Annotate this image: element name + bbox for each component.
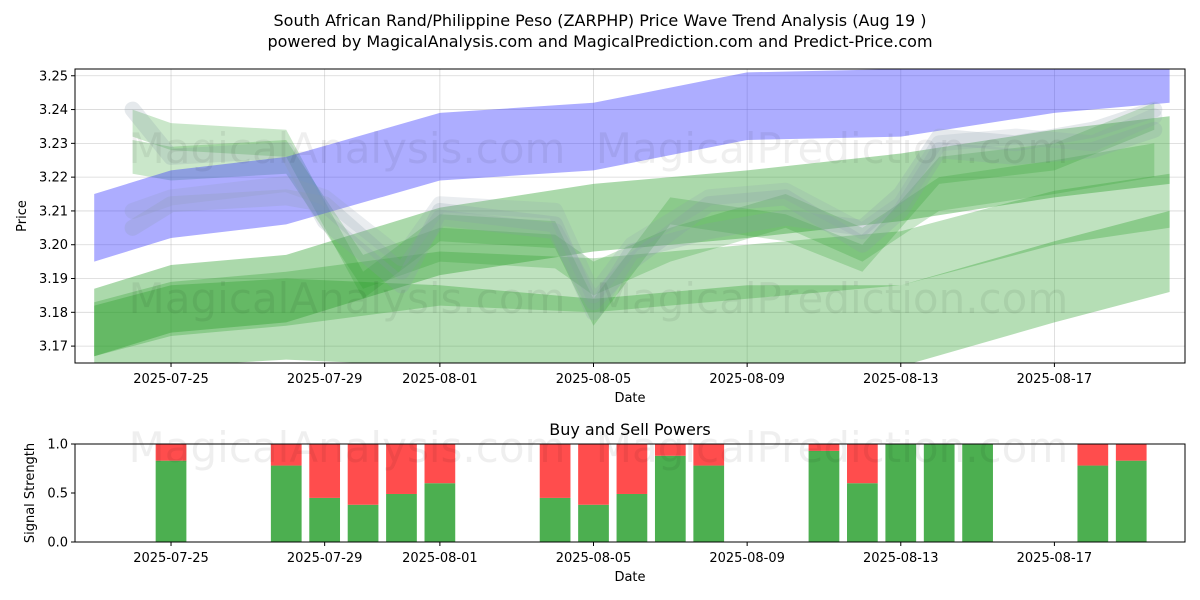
green-wave-band <box>94 173 1170 357</box>
price-y-ticks: 3.17 3.18 3.19 3.20 3.21 3.22 3.23 3.24 3.25 <box>39 69 75 355</box>
signal-y-tick-label: 0.0 <box>47 536 68 551</box>
price-x-tick-label: 2025-08-01 <box>402 372 478 387</box>
buy-power-bar <box>1077 465 1109 542</box>
price-x-label: Date <box>614 391 645 406</box>
buy-power-bar <box>616 493 648 542</box>
price-y-tick-label: 3.21 <box>39 204 68 219</box>
buy-power-bar <box>539 497 571 542</box>
sell-power-bar <box>386 444 417 494</box>
buy-power-bar <box>808 450 840 542</box>
signal-y-tick-label: 0.5 <box>47 487 68 502</box>
signal-title: Buy and Sell Powers <box>549 420 711 439</box>
price-grid <box>75 69 1185 363</box>
price-x-tick-label: 2025-08-17 <box>1017 372 1093 387</box>
price-x-tick-label: 2025-07-29 <box>287 372 363 387</box>
sell-power-bar <box>155 444 187 461</box>
buy-power-bar <box>654 455 686 542</box>
signal-x-tick-label: 2025-08-01 <box>402 551 478 566</box>
buy-power-bar <box>386 493 417 542</box>
price-y-tick-label: 3.23 <box>39 137 68 152</box>
sell-power-bar <box>1115 444 1147 461</box>
sell-power-bar <box>616 444 648 494</box>
price-y-tick-label: 3.22 <box>39 171 68 186</box>
sell-power-bar <box>693 444 725 466</box>
buy-power-bar <box>424 483 456 542</box>
sell-power-bar <box>347 444 379 505</box>
chart-title-line1: South African Rand/Philippine Peso (ZARP… <box>274 11 927 30</box>
buy-power-bar <box>578 504 609 542</box>
sell-power-bar <box>424 444 456 484</box>
signal-panel: Buy and Sell Powers MagicalAnalysis.com … <box>23 420 1186 585</box>
watermark-mid-right: MagicalPrediction.com <box>596 274 1069 323</box>
green-wave-band <box>94 210 1170 363</box>
buy-power-bar <box>1115 460 1147 542</box>
signal-y-label: Signal Strength <box>23 443 38 543</box>
watermark-mid-left: MagicalAnalysis.com <box>129 274 566 323</box>
buy-power-bar <box>923 444 955 542</box>
gray-wave-line <box>124 121 1163 311</box>
buy-power-bar <box>155 460 187 542</box>
buy-power-bar <box>347 504 379 542</box>
price-y-tick-label: 3.24 <box>39 103 68 118</box>
price-y-tick-label: 3.25 <box>39 69 68 84</box>
price-y-tick-label: 3.18 <box>39 306 68 321</box>
sell-power-bar <box>1077 444 1109 466</box>
price-x-tick-label: 2025-07-25 <box>133 372 209 387</box>
buy-power-bar <box>693 465 725 542</box>
watermark-top-left: MagicalAnalysis.com <box>129 124 566 173</box>
green-wave-band <box>94 116 1170 357</box>
buy-power-bar <box>847 483 878 542</box>
signal-x-ticks: 2025-07-25 2025-07-29 2025-08-01 2025-08-05… <box>133 542 1092 566</box>
green-wave-band <box>132 102 1155 326</box>
price-y-tick-label: 3.19 <box>39 272 68 287</box>
signal-y-tick-label: 1.0 <box>47 438 68 453</box>
watermark-bottom-right: MagicalPrediction.com <box>596 423 1069 472</box>
chart-title-line2: powered by MagicalAnalysis.com and Magic… <box>267 32 932 51</box>
signal-x-tick-label: 2025-08-09 <box>709 551 785 566</box>
signal-x-tick-label: 2025-08-17 <box>1017 551 1093 566</box>
buy-power-bar <box>270 465 302 542</box>
sell-power-bar <box>309 444 341 498</box>
signal-x-tick-label: 2025-07-25 <box>133 551 209 566</box>
signal-x-label: Date <box>614 570 645 585</box>
signal-bars <box>155 444 1147 542</box>
price-x-tick-label: 2025-08-09 <box>709 372 785 387</box>
buy-power-bar <box>885 444 917 542</box>
sell-power-bar <box>578 444 609 505</box>
price-y-tick-label: 3.17 <box>39 340 68 355</box>
sell-power-bar <box>539 444 571 498</box>
gray-wave-line <box>124 101 1163 321</box>
watermark-bottom-left: MagicalAnalysis.com <box>129 423 566 472</box>
signal-y-ticks: 0.0 0.5 1.0 <box>47 438 75 551</box>
price-y-label: Price <box>15 200 30 232</box>
buy-power-bar <box>962 444 993 542</box>
sell-power-bar <box>654 444 686 456</box>
gray-wave-line <box>124 108 1163 304</box>
price-x-ticks: 2025-07-25 2025-07-29 2025-08-01 2025-08-05… <box>133 363 1092 387</box>
blue-wave-band <box>94 69 1170 262</box>
signal-x-tick-label: 2025-08-13 <box>863 551 939 566</box>
green-wave-band <box>132 140 1155 296</box>
price-panel: MagicalAnalysis.com MagicalPrediction.co… <box>15 68 1186 406</box>
sell-power-bar <box>847 444 878 484</box>
sell-power-bar <box>270 444 302 466</box>
price-x-tick-label: 2025-08-13 <box>863 372 939 387</box>
signal-x-tick-label: 2025-07-29 <box>287 551 363 566</box>
price-lines <box>124 101 1163 321</box>
sell-power-bar <box>808 444 840 451</box>
price-axes-frame <box>74 68 1186 364</box>
buy-power-bar <box>309 497 341 542</box>
signal-x-tick-label: 2025-08-05 <box>556 551 632 566</box>
price-x-tick-label: 2025-08-05 <box>556 372 632 387</box>
watermark-top-right: MagicalPrediction.com <box>596 124 1069 173</box>
price-y-tick-label: 3.20 <box>39 238 68 253</box>
price-bands <box>94 69 1170 363</box>
